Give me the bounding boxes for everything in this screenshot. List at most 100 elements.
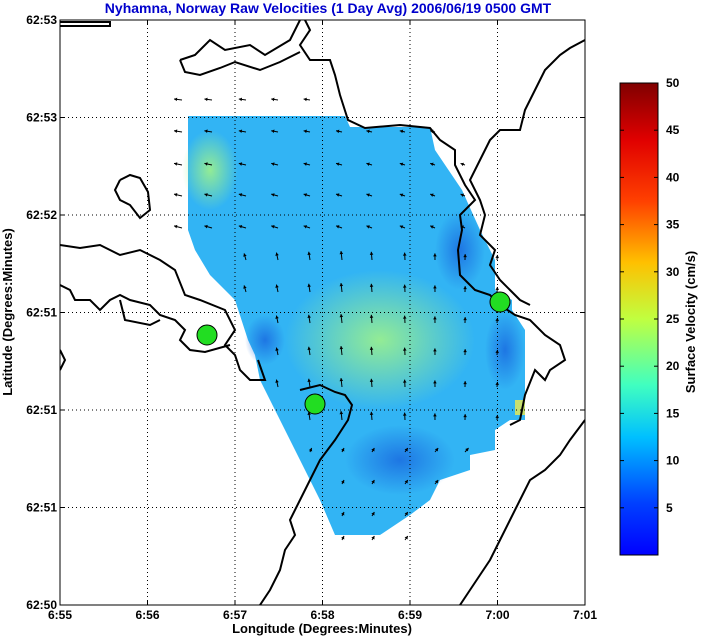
velocity-arrow xyxy=(371,479,375,485)
colorbar-tick-label: 30 xyxy=(666,265,680,279)
velocity-high-zone xyxy=(182,130,238,210)
velocity-arrow xyxy=(369,283,374,293)
x-tick-label: 6:56 xyxy=(135,608,159,622)
colorbar-tick-label: 20 xyxy=(666,359,680,373)
velocity-arrow xyxy=(460,162,466,167)
velocity-arrow xyxy=(433,380,437,388)
x-tick-label: 6:55 xyxy=(48,608,72,622)
velocity-high-zone xyxy=(285,270,475,410)
velocity-arrow xyxy=(238,162,247,166)
colorbar-tick-label: 45 xyxy=(666,123,680,137)
colorbar-tick-label: 10 xyxy=(666,454,680,468)
velocity-arrow xyxy=(238,129,247,134)
velocity-arrow xyxy=(339,313,344,324)
velocity-arrow xyxy=(335,193,343,197)
coastline-segment xyxy=(60,349,67,371)
radar-station-marker xyxy=(196,324,218,346)
velocity-arrow xyxy=(275,315,279,324)
velocity-arrow xyxy=(366,193,373,197)
velocity-arrow xyxy=(369,378,374,388)
velocity-arrow xyxy=(402,315,407,324)
velocity-arrow xyxy=(307,346,311,356)
velocity-arrow xyxy=(307,411,311,421)
coastline-segment xyxy=(459,419,585,605)
velocity-arrow xyxy=(173,224,183,229)
velocity-arrow xyxy=(404,535,409,541)
velocity-arrow xyxy=(402,379,407,388)
chart-title: Nyhamna, Norway Raw Velocities (1 Day Av… xyxy=(105,0,552,16)
grid xyxy=(60,20,585,605)
velocity-arrow xyxy=(339,345,344,356)
velocity-arrow xyxy=(433,348,437,356)
velocity-arrow xyxy=(271,162,279,166)
x-tick-label: 7:00 xyxy=(485,608,509,622)
velocity-arrow xyxy=(308,447,313,453)
colorbar-tick-label: 40 xyxy=(666,170,680,184)
velocity-arrow xyxy=(275,347,279,356)
x-tick-label: 6:57 xyxy=(223,608,247,622)
velocity-arrow xyxy=(369,411,374,421)
velocity-arrow xyxy=(369,314,374,324)
colorbar xyxy=(620,83,658,555)
velocity-arrow xyxy=(404,479,409,485)
velocity-low-zone xyxy=(345,425,455,495)
y-tick-label: 62:51 xyxy=(26,501,57,515)
coastline-segment xyxy=(60,284,231,354)
velocity-arrow xyxy=(433,253,437,261)
velocity-arrow xyxy=(339,282,344,293)
radar-station-marker xyxy=(489,291,511,313)
velocity-arrow xyxy=(402,412,407,421)
x-tick-label: 6:59 xyxy=(398,608,422,622)
velocity-arrow xyxy=(335,129,343,134)
velocity-arrow xyxy=(335,225,343,229)
axis-ticks: 6:55 6:56 6:57 6:58 6:59 7:00 7:01 62:50 62:51 62… xyxy=(26,13,597,622)
velocity-arrow xyxy=(399,129,406,134)
y-tick-label: 62:53 xyxy=(26,13,57,27)
colorbar-tick-label: 25 xyxy=(666,312,680,326)
velocity-arrow xyxy=(339,410,344,421)
velocity-arrow xyxy=(463,349,467,356)
colorbar-tick-label: 35 xyxy=(666,218,680,232)
velocity-arrow xyxy=(341,511,345,517)
velocity-arrow xyxy=(495,414,499,421)
x-tick-label: 6:58 xyxy=(310,608,334,622)
velocity-arrow xyxy=(243,253,247,261)
y-tick-label: 62:52 xyxy=(26,208,57,222)
velocity-arrow xyxy=(463,381,467,388)
velocity-arrow xyxy=(433,285,437,293)
velocity-arrow xyxy=(271,193,279,197)
velocity-low-zone xyxy=(435,210,485,290)
velocity-arrow xyxy=(495,317,499,324)
velocity-arrow xyxy=(430,129,436,134)
velocity-arrow xyxy=(341,447,345,453)
colorbar-tick-label: 50 xyxy=(666,76,680,90)
velocity-arrow xyxy=(402,252,407,261)
velocity-arrow xyxy=(433,413,437,421)
coastline-segment xyxy=(60,243,267,381)
velocity-arrow xyxy=(271,225,279,229)
velocity-arrow xyxy=(173,162,183,166)
velocity-arrow xyxy=(173,129,183,133)
y-axis-label: Latitude (Degrees:Minutes) xyxy=(0,228,15,396)
velocity-arrow xyxy=(307,251,311,261)
colorbar-tick-label: 5 xyxy=(666,501,673,515)
y-tick-label: 62:50 xyxy=(26,598,57,612)
velocity-arrow xyxy=(335,162,343,166)
velocity-arrow xyxy=(238,224,247,229)
y-tick-label: 62:51 xyxy=(26,306,57,320)
velocity-arrow xyxy=(307,283,311,293)
velocity-arrow xyxy=(433,316,437,324)
velocity-arrow xyxy=(429,225,436,229)
velocity-arrow xyxy=(243,285,247,293)
velocity-low-zone xyxy=(245,315,285,365)
velocity-arrow xyxy=(460,225,466,229)
velocity-arrow xyxy=(463,414,467,421)
velocity-arrow xyxy=(402,347,407,356)
velocity-arrow xyxy=(399,225,406,229)
velocity-arrow xyxy=(303,193,311,197)
velocity-arrow xyxy=(495,381,499,388)
velocity-arrow xyxy=(271,129,279,134)
velocity-arrow xyxy=(371,511,375,517)
velocity-arrow xyxy=(303,129,311,134)
